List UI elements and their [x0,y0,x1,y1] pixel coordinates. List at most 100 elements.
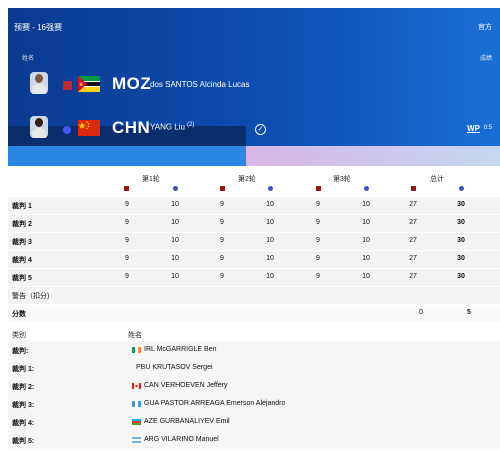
official-row: 裁判 4: AZE GURBANALIYEV Emil [8,413,500,432]
athlete-seed: (2) [186,122,195,128]
red-corner-icon [220,186,225,191]
judge-label: 裁判 3 [12,239,32,246]
score-cell: 10 [362,237,370,244]
score-cell: 9 [316,219,320,226]
official-noc: PBU [136,364,151,371]
result-type[interactable]: WP [467,124,480,133]
round-1-header: 第1轮 [142,176,160,183]
blue-corner-icon [459,186,464,191]
guatemala-flag-icon [132,401,141,407]
score-cell: 9 [316,201,320,208]
score-label: 分数 [12,311,26,318]
score-cell: 10 [266,273,274,280]
official-role: 裁判: [12,348,29,355]
score-cell: 10 [266,237,274,244]
official-role: 裁判 4: [12,420,35,427]
score-cell: 9 [316,273,320,280]
athlete-row-blue[interactable]: CHN YANG Liu (2) ✓ WP 0:5 [8,112,500,148]
blue-score: 5 [467,309,471,316]
total-cell: 27 [409,237,417,244]
warnings-label: 警告（扣分) [12,293,50,300]
winner-check-icon: ✓ [255,124,266,135]
score-cell: 9 [125,273,129,280]
official-fullname: KRUTASOV Sergei [152,364,213,371]
official-row: 裁判 2: CAN VERHOEVEN Jeffery [8,377,500,396]
blue-corner-icon [268,186,273,191]
official-name: IRL McGARRIGLE Ben [144,346,217,353]
official-fullname: McGARRIGLE Ben [156,346,217,353]
official-role: 裁判 1: [12,366,35,373]
red-corner-icon [316,186,321,191]
result-column-label: 成绩 [479,56,492,62]
score-cell: 9 [316,237,320,244]
official-name: PBU KRUTASOV Sergei [136,364,213,371]
score-cell: 10 [266,201,274,208]
score-cell: 9 [220,237,224,244]
judge-label: 裁判 5 [12,275,32,282]
score-cell: 10 [266,219,274,226]
total-cell: 27 [409,273,417,280]
official-name: CAN VERHOEVEN Jeffery [144,382,228,389]
total-cell: 27 [409,255,417,262]
score-cell: 9 [125,237,129,244]
score-cell: 9 [316,255,320,262]
bout-header-banner: 预赛 - 16强赛 官方 姓名 成绩 MOZ dos SANTOS Alcind… [8,8,500,166]
officials-category-header: 类别 [12,332,26,339]
red-corner-icon [63,81,72,90]
judge-row: 裁判 3 9 10 9 10 9 10 27 30 [8,233,500,251]
score-cell: 9 [220,255,224,262]
total-cell: 30 [457,201,465,208]
score-cell: 10 [362,273,370,280]
round-2-header: 第2轮 [238,176,256,183]
official-noc: AZE [144,418,158,425]
ireland-flag-icon [132,347,141,353]
stage-label: 预赛 - 16强赛 [14,23,63,32]
score-cell: 10 [171,201,179,208]
red-score: 0 [419,309,423,316]
warnings-row: 警告（扣分) [8,287,500,305]
bout-result-page: 预赛 - 16强赛 官方 姓名 成绩 MOZ dos SANTOS Alcind… [0,8,500,445]
score-cell: 9 [125,219,129,226]
official-noc: CAN [144,382,159,389]
name-column-label: 姓名 [22,56,35,62]
official-row: 裁判: IRL McGARRIGLE Ben [8,341,500,360]
score-cell: 10 [171,219,179,226]
athlete-name-text: YANG Liu [150,122,185,132]
judge-row: 裁判 1 9 10 9 10 9 10 27 30 [8,197,500,215]
score-row: 分数 0 5 [8,305,500,323]
official-row: 裁判 1: PBU KRUTASOV Sergei [8,359,500,378]
athlete-noc-code: MOZ [112,74,152,93]
athlete-name: dos SANTOS Alcinda Lucas [150,80,250,89]
official-name: AZE GURBANALIYEV Emil [144,418,230,425]
azerbaijan-flag-icon [132,419,141,425]
official-noc: GUA [144,400,159,407]
total-cell: 27 [409,201,417,208]
athlete-avatar [30,116,48,138]
score-cell: 10 [362,255,370,262]
score-cell: 9 [125,201,129,208]
official-fullname: VERHOEVEN Jeffery [160,382,228,389]
official-role: 裁判 2: [12,384,35,391]
result-score: 0:5 [483,125,492,131]
score-cell: 9 [220,219,224,226]
judge-label: 裁判 1 [12,203,32,210]
score-cell: 10 [362,219,370,226]
official-fullname: GURBANALIYEV Emil [159,418,230,425]
score-cell: 10 [266,255,274,262]
athlete-avatar [30,72,48,94]
blue-corner-icon [173,186,178,191]
total-cell: 30 [457,273,465,280]
canada-flag-icon [132,383,141,389]
athlete-noc-code: CHN [112,118,151,137]
judge-label: 裁判 2 [12,221,32,228]
mozambique-flag-icon [78,76,100,92]
round-3-header: 第3轮 [333,176,351,183]
score-cell: 10 [171,237,179,244]
official-noc: IRL [144,346,155,353]
official-row: 裁判 3: GUA PASTOR ARREAGA Emerson Alejand… [8,395,500,414]
official-name: GUA PASTOR ARREAGA Emerson Alejandro [144,400,285,407]
athlete-row-red[interactable]: MOZ dos SANTOS Alcinda Lucas [8,68,500,102]
argentina-flag-icon [132,437,141,443]
corner-icons-row [0,186,500,194]
total-header: 总计 [430,176,444,183]
